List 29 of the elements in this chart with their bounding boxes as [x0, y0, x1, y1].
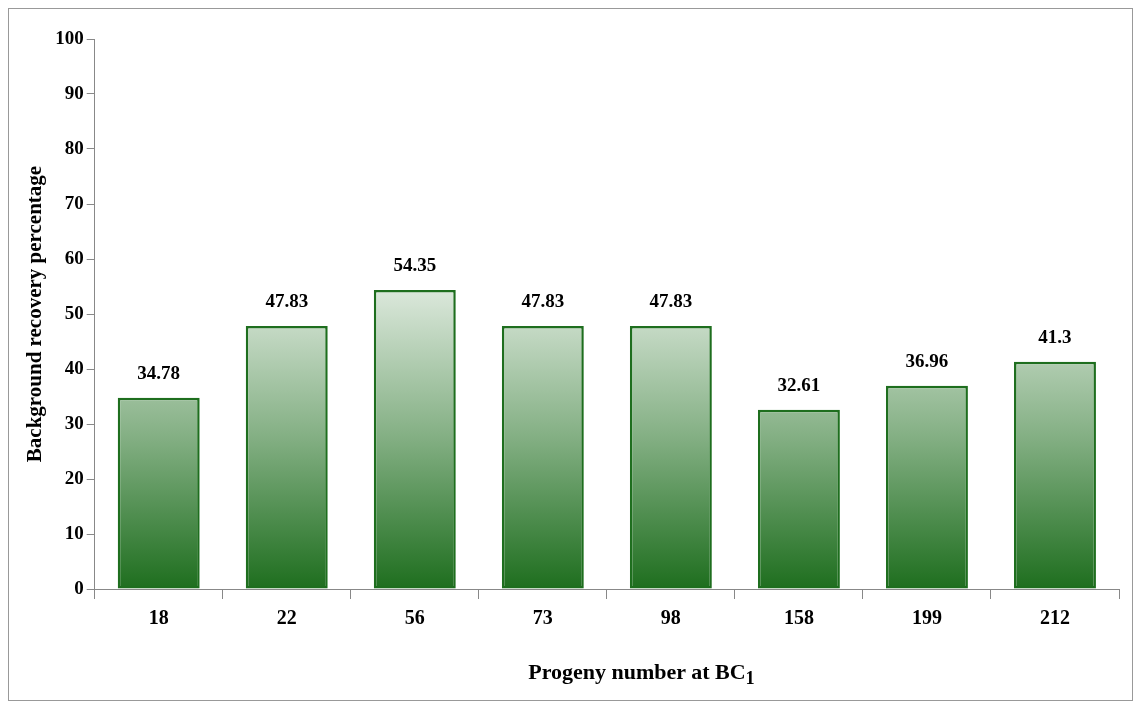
x-axis-title: Progeny number at BC$_{1}$: [527, 659, 756, 690]
y-axis-title: Background recovery percentage: [22, 165, 47, 463]
y-tick-label: 50: [64, 301, 84, 323]
x-tick-label: 18: [148, 606, 169, 629]
x-tick-label: 158: [783, 606, 814, 629]
y-tick-label: 40: [64, 356, 84, 378]
x-tick-label: 98: [660, 606, 681, 629]
data-label: 47.83: [265, 290, 309, 312]
x-tick-label: 199: [911, 606, 942, 629]
y-tick-label: 0: [74, 576, 84, 598]
x-tick-label: 56: [404, 606, 425, 629]
data-label: 32.61: [777, 374, 821, 396]
data-label: 47.83: [649, 290, 693, 312]
x-tick-label: 22: [276, 606, 297, 629]
y-tick-label: 10: [64, 521, 84, 543]
y-tick-label: 70: [64, 191, 84, 213]
data-label: 34.78: [137, 362, 181, 384]
y-tick-label: 90: [64, 81, 84, 103]
y-tick-label: 60: [64, 246, 84, 268]
data-label: 54.35: [393, 254, 437, 276]
y-tick-label: 100: [55, 26, 84, 48]
data-label: 47.83: [521, 290, 565, 312]
y-tick-label: 80: [64, 136, 84, 158]
data-label: 36.96: [905, 350, 949, 372]
data-label: 41.3: [1038, 326, 1072, 348]
x-tick-label: 73: [532, 606, 553, 629]
y-tick-label: 20: [64, 466, 84, 488]
x-tick-label: 212: [1039, 606, 1070, 629]
y-tick-label: 30: [64, 411, 84, 433]
